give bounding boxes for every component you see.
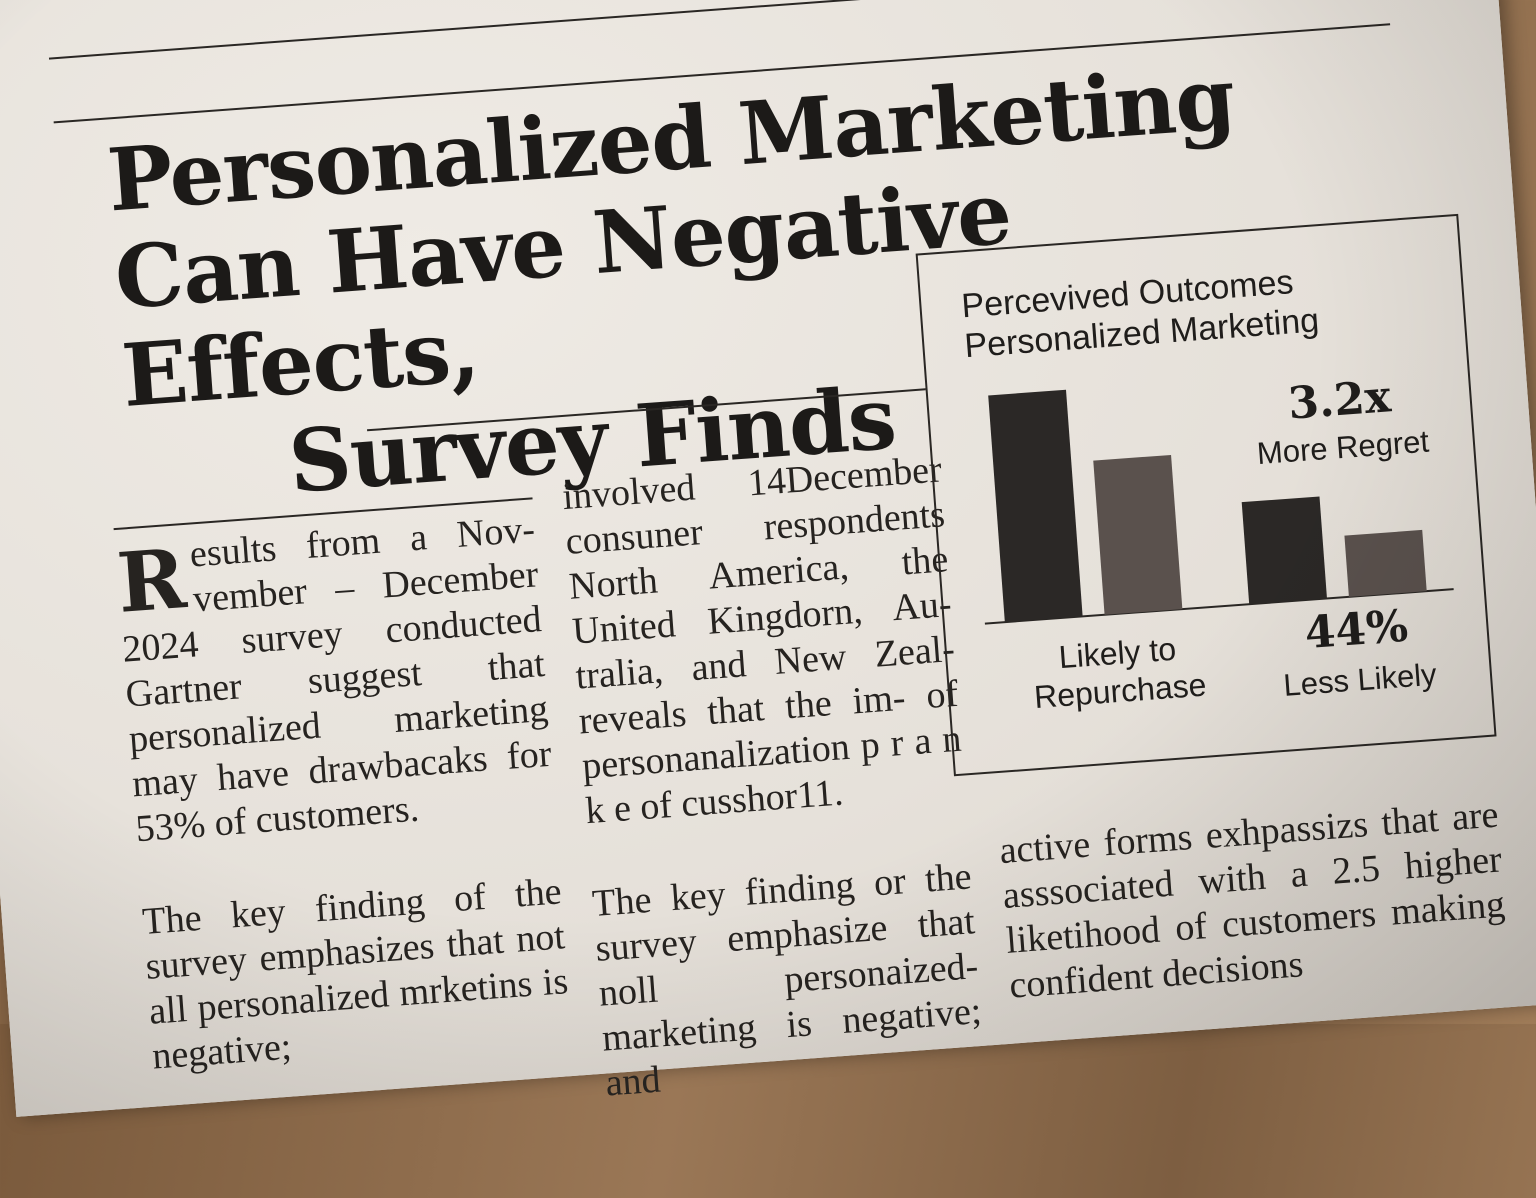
article-column-3: active forms exhpassizs that are asssoci… xyxy=(998,793,1513,1057)
bar-chart xyxy=(984,389,1454,625)
drop-cap: R xyxy=(114,531,190,632)
col1-paragraph-1-text: esults from a Nov- vember – December 202… xyxy=(120,508,553,851)
bar-1-2 xyxy=(1093,454,1183,615)
col1-paragraph-1: R esults from a Nov- vember – December 2… xyxy=(114,507,556,852)
bar-1-1 xyxy=(988,389,1083,623)
bar-2-2 xyxy=(1344,529,1427,597)
article-column-2: involved 14December consuner respondents… xyxy=(561,447,990,1154)
article-column-1: R esults from a Nov- vember – December 2… xyxy=(114,507,576,1127)
col3-paragraph-1: active forms exhpassizs that are asssoci… xyxy=(998,793,1507,1007)
chart-box: Percevived Outcomes Personalized Marketi… xyxy=(915,213,1497,777)
col2-paragraph-1: involved 14December consuner respondents… xyxy=(560,448,963,833)
col2-paragraph-2: The key finding or the survey emphasize … xyxy=(590,855,983,1105)
col1-paragraph-2: The key finding of the survey emphasizes… xyxy=(140,870,570,1078)
bar-2-1 xyxy=(1241,496,1327,605)
category-label-1: Likely to Repurchase xyxy=(1006,626,1231,718)
category-label-1-line-1: Likely to xyxy=(1057,630,1178,676)
newspaper-page: Personalized Marketing Can Have Negative… xyxy=(0,0,1536,1117)
